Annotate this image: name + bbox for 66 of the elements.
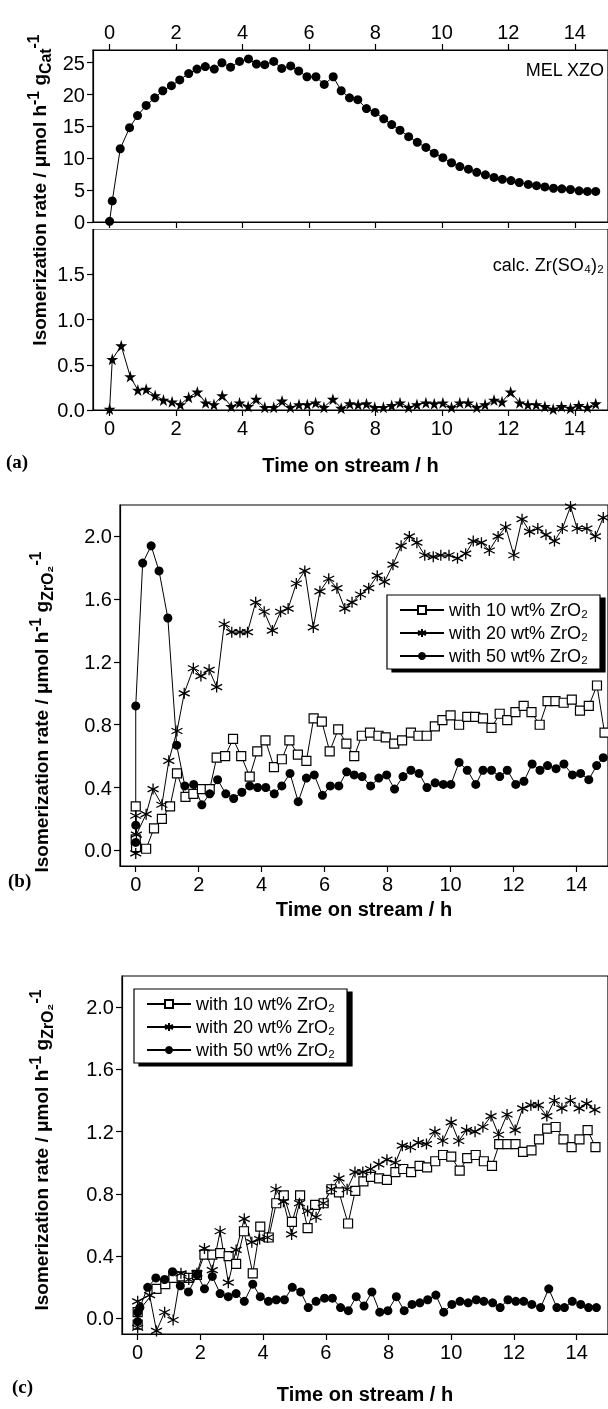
x-tick-label: 0 xyxy=(130,873,142,895)
x-tick-label: 4 xyxy=(236,417,249,439)
y-tick-label: 0.5 xyxy=(57,353,85,376)
x-tick-label: 4 xyxy=(257,1341,269,1363)
y-tick-label: 0.0 xyxy=(86,1307,114,1330)
legend-label: with 20 wt% ZrO₂ xyxy=(447,623,589,643)
y-tick-label: 1.5 xyxy=(57,263,85,286)
y-tick-label: 0.8 xyxy=(84,713,112,736)
x-tick-label: 14 xyxy=(563,21,586,43)
x-tick-label: 8 xyxy=(382,873,394,895)
x-axis-title: Time on stream / h xyxy=(275,897,453,920)
x-tick-label: 2 xyxy=(193,873,205,895)
x-tick-label: 14 xyxy=(565,1341,588,1363)
x-tick-label: 12 xyxy=(497,417,520,439)
annotation: MEL XZO xyxy=(525,60,604,81)
x-tick-label: 4 xyxy=(256,873,268,895)
legend-label: with 10 wt% ZrO₂ xyxy=(447,600,589,620)
x-tick-label: 6 xyxy=(320,1341,332,1363)
annotation: calc. Zr(SO₄)₂ xyxy=(492,255,604,276)
y-tick-label: 0.0 xyxy=(84,839,112,862)
y-tick-label: 0.4 xyxy=(86,1245,114,1268)
y-tick-label: 2.0 xyxy=(86,996,114,1019)
y-tick-label: 1.2 xyxy=(84,650,112,673)
y-tick-label: 0 xyxy=(73,211,85,233)
x-tick-label: 6 xyxy=(319,873,331,895)
x-tick-label: 14 xyxy=(565,873,588,895)
x-tick-label: 2 xyxy=(194,1341,206,1363)
y-tick-label: 0.4 xyxy=(84,776,112,799)
x-axis-title: Time on stream / h xyxy=(276,1383,454,1405)
text: (a) xyxy=(6,451,29,473)
y-tick-label: 1.6 xyxy=(84,588,112,611)
x-tick-label: 6 xyxy=(303,21,315,43)
legend-label: with 10 wt% ZrO₂ xyxy=(195,994,336,1014)
x-tick-label: 10 xyxy=(430,417,453,439)
x-tick-label: 2 xyxy=(170,21,182,43)
x-tick-label: 10 xyxy=(439,873,462,895)
x-tick-label: 4 xyxy=(236,21,249,43)
x-tick-label: 8 xyxy=(382,1341,395,1363)
y-tick-label: 20 xyxy=(62,83,85,106)
x-tick-label: 0 xyxy=(132,1341,144,1363)
y-tick-label: 1.2 xyxy=(86,1120,114,1143)
legend-label: with 20 wt% ZrO₂ xyxy=(195,1017,336,1037)
x-tick-label: 10 xyxy=(440,1341,463,1363)
y-tick-label: 0.8 xyxy=(86,1182,114,1205)
legend-label: with 50 wt% ZrO₂ xyxy=(195,1040,336,1060)
y-tick-label: 1.0 xyxy=(57,308,85,331)
x-tick-label: 2 xyxy=(170,417,182,439)
y-tick-label: 10 xyxy=(62,147,85,170)
x-tick-label: 12 xyxy=(502,873,525,895)
x-axis-title: Time on stream / h xyxy=(262,454,439,476)
x-tick-label: 12 xyxy=(497,21,520,43)
text: (c) xyxy=(12,1376,34,1398)
text: (b) xyxy=(8,870,32,892)
y-tick-label: 25 xyxy=(62,51,85,74)
x-tick-label: 6 xyxy=(303,417,315,439)
x-tick-label: 8 xyxy=(369,417,381,439)
y-tick-label: 15 xyxy=(62,115,85,138)
y-tick-label: 1.6 xyxy=(86,1058,114,1081)
x-tick-label: 14 xyxy=(563,417,586,439)
y-tick-label: 2.0 xyxy=(84,525,112,548)
y-tick-label: 5 xyxy=(73,179,85,202)
x-tick-label: 12 xyxy=(502,1341,526,1363)
x-tick-label: 8 xyxy=(369,21,381,43)
legend-label: with 50 wt% ZrO₂ xyxy=(447,646,589,666)
y-tick-label: 0.0 xyxy=(57,399,85,421)
x-tick-label: 10 xyxy=(430,21,453,43)
